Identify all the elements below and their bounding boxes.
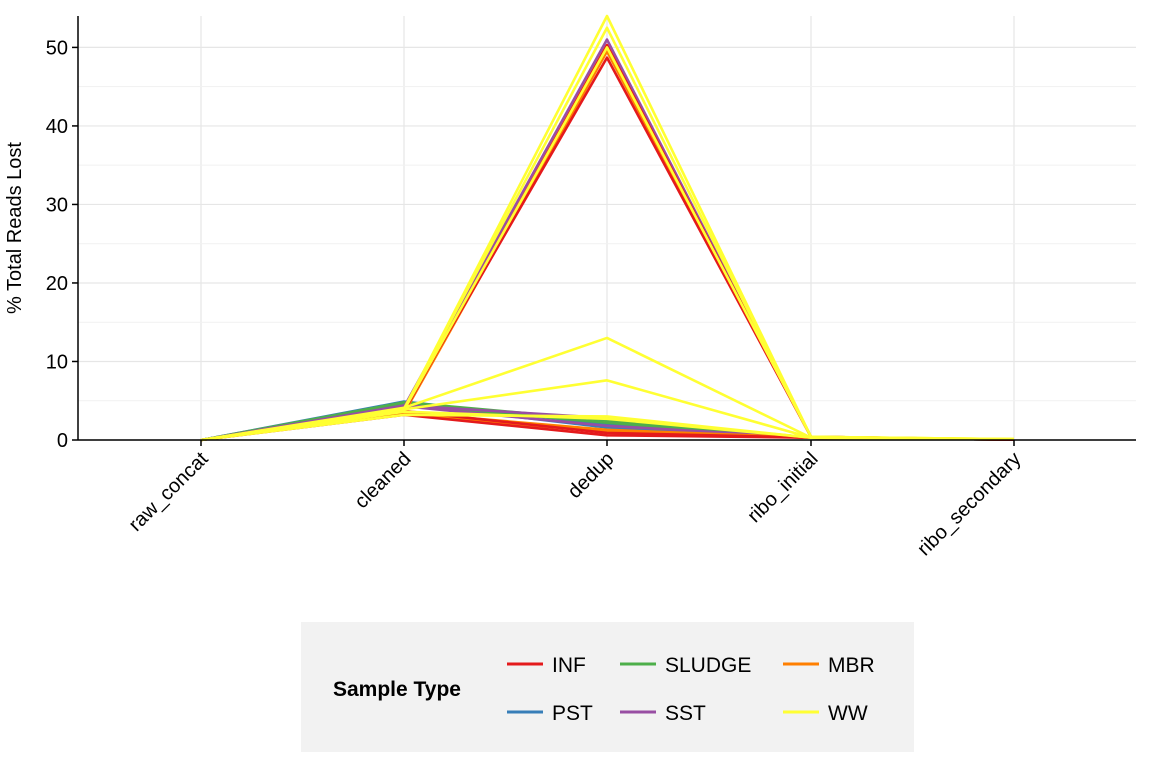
- legend-background: [301, 622, 914, 752]
- legend-label-ww: WW: [828, 702, 868, 725]
- series-lines: [200, 14, 1015, 442]
- y-tick-label: 20: [46, 273, 68, 295]
- series-line-ww: [200, 410, 1015, 442]
- legend-label-mbr: MBR: [828, 654, 875, 677]
- legend-label-sst: SST: [665, 702, 706, 725]
- legend-items: INF SLUDGE MBR PST SST WW: [507, 654, 875, 725]
- y-tick-label: 40: [46, 116, 68, 138]
- x-tick-label: ribo_initial: [743, 448, 822, 527]
- legend-label-inf: INF: [552, 654, 586, 677]
- y-tick-labels: 0 10 20 30 40 50: [46, 37, 78, 452]
- y-tick-label: 50: [46, 37, 68, 59]
- legend-title: Sample Type: [333, 678, 461, 701]
- x-tick-labels: raw_concat cleaned dedup ribo_initial ribo_s…: [125, 440, 1026, 560]
- x-tick-label: ribo_secondary: [913, 448, 1025, 560]
- y-tick-label: 0: [57, 430, 68, 452]
- x-tick-label: cleaned: [350, 448, 415, 513]
- legend-label-pst: PST: [552, 702, 593, 725]
- x-tick-label: raw_concat: [125, 448, 213, 536]
- legend-label-sludge: SLUDGE: [665, 654, 751, 677]
- y-axis-title: % Total Reads Lost: [4, 142, 26, 314]
- y-tick-label: 10: [46, 351, 68, 373]
- y-tick-label: 30: [46, 194, 68, 216]
- grid-lines: [78, 16, 1136, 441]
- legend: Sample Type INF SLUDGE MBR PST SST WW: [301, 622, 914, 752]
- x-tick-label: dedup: [564, 448, 619, 503]
